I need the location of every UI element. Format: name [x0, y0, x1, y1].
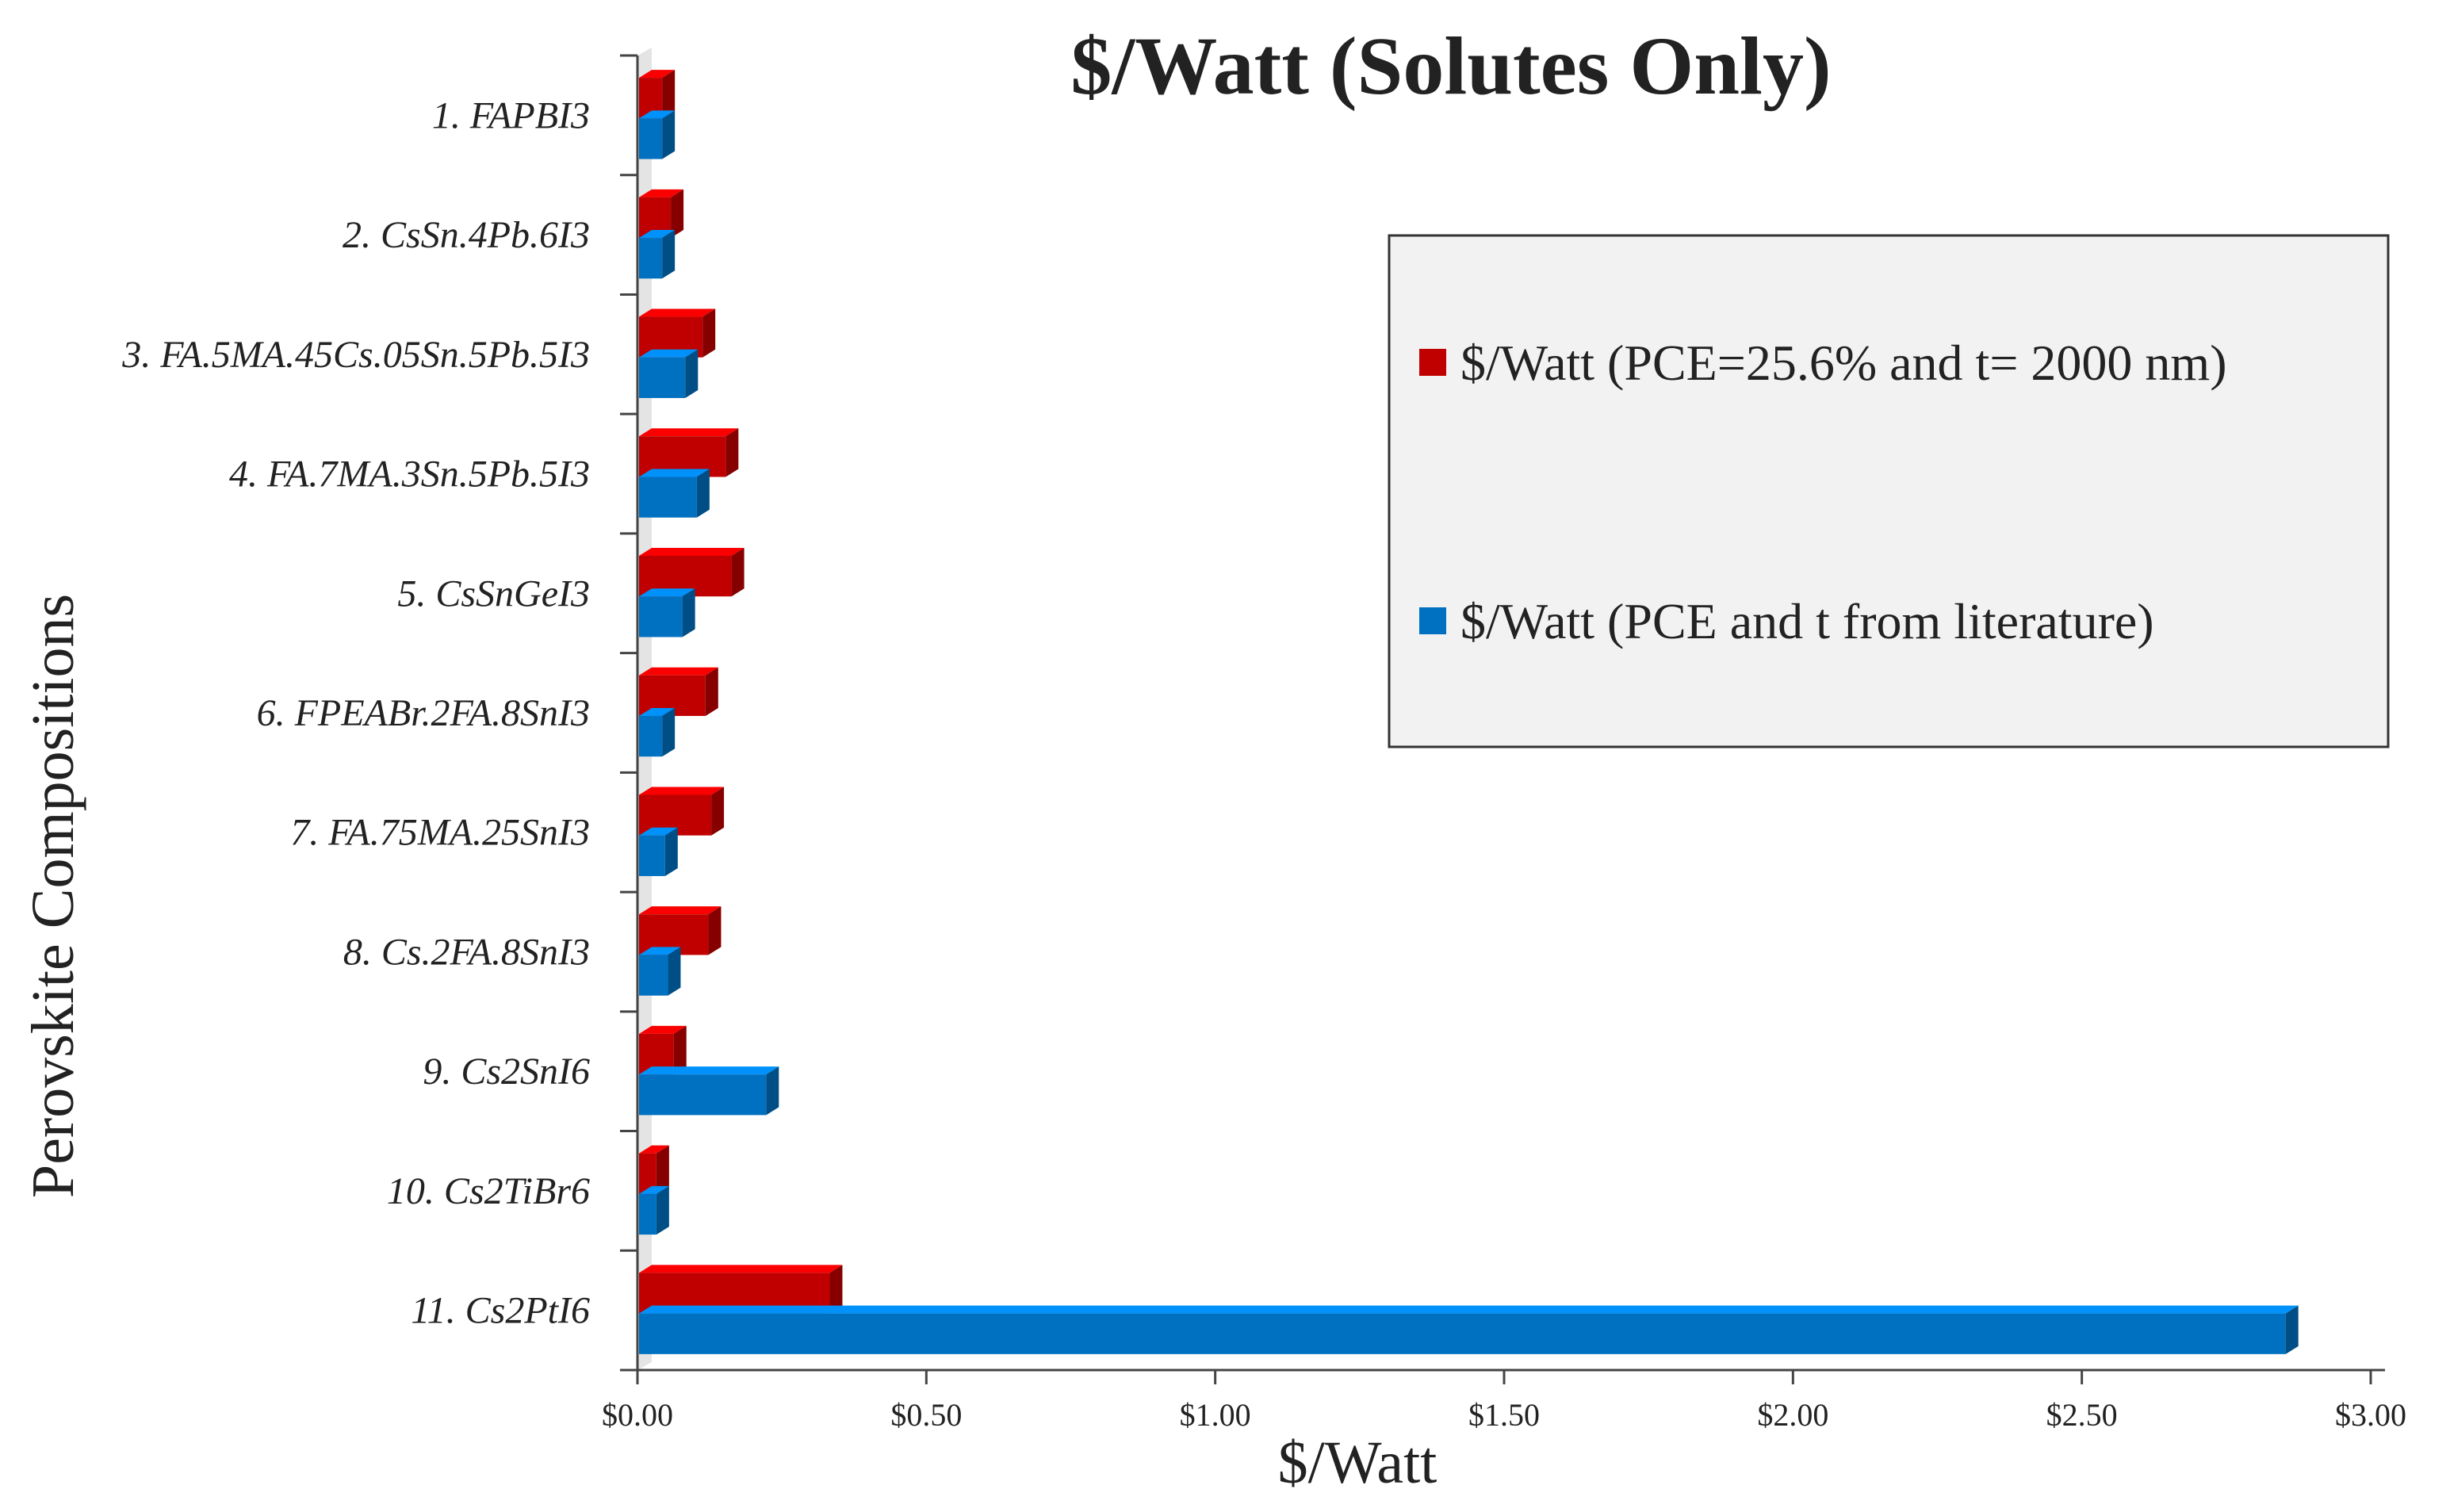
legend-label: $/Watt (PCE and t from literature): [1460, 593, 2154, 649]
legend-box: [1388, 234, 2390, 748]
legend-swatch: [1419, 349, 1446, 376]
chart-title: $/Watt (Solutes Only): [1070, 21, 1831, 112]
category-label: 9. Cs2SnI6: [423, 1051, 590, 1093]
bar: [639, 1145, 669, 1194]
bar: [639, 349, 699, 399]
category-label: 11. Cs2PtI6: [411, 1290, 590, 1332]
bar: [639, 707, 676, 757]
x-tick-label: $1.00: [1180, 1397, 1251, 1433]
bar: [639, 588, 695, 637]
legend-swatch: [1419, 607, 1446, 634]
bar: [639, 1025, 687, 1075]
bar: [639, 230, 676, 279]
category-label: 7. FA.75MA.25SnI3: [290, 812, 590, 854]
category-label: 5. CsSnGeI3: [397, 572, 590, 614]
bar: [639, 906, 722, 955]
category-label: 2. CsSn.4Pb.6I3: [343, 214, 590, 256]
x-tick-label: $3.00: [2335, 1397, 2406, 1433]
x-axis-title: $/Watt: [1278, 1430, 1437, 1496]
legend-label: $/Watt (PCE=25.6% and t= 2000 nm): [1460, 335, 2227, 391]
axes: [620, 54, 2385, 1384]
y-axis-title: Perovskite Compositions: [20, 594, 86, 1198]
bar: [639, 469, 710, 518]
bar: [639, 947, 681, 996]
bar: [639, 1066, 779, 1116]
category-label: 1. FAPBI3: [432, 94, 590, 136]
legend: $/Watt (PCE=25.6% and t= 2000 nm) $/Watt…: [1388, 234, 2390, 748]
x-tick-label: $0.00: [602, 1397, 673, 1433]
x-tick-label: $2.50: [2046, 1397, 2118, 1433]
category-label: 10. Cs2TiBr6: [387, 1170, 590, 1212]
x-tick-label: $1.50: [1468, 1397, 1540, 1433]
x-tick-label: $0.50: [890, 1397, 962, 1433]
category-labels: 1. FAPBI3 2. CsSn.4Pb.6I3 3. FA.5MA.45Cs.0…: [121, 94, 590, 1331]
x-tick-label: $2.00: [1757, 1397, 1828, 1433]
category-label: 8. Cs.2FA.8SnI3: [343, 931, 590, 973]
category-label: 3. FA.5MA.45Cs.05Sn.5Pb.5I3: [121, 334, 590, 376]
tick-labels: $0.00 $0.50 $1.00 $1.50 $2.00 $2.50 $3.00: [602, 1397, 2406, 1433]
bar: [639, 1305, 2299, 1354]
bar: [639, 827, 678, 876]
bar: [639, 110, 676, 159]
category-label: 6. FPEABr.2FA.8SnI3: [257, 692, 590, 734]
bar: [639, 1185, 669, 1235]
bars: [639, 70, 2299, 1354]
category-label: 4. FA.7MA.3Sn.5Pb.5I3: [229, 454, 590, 496]
